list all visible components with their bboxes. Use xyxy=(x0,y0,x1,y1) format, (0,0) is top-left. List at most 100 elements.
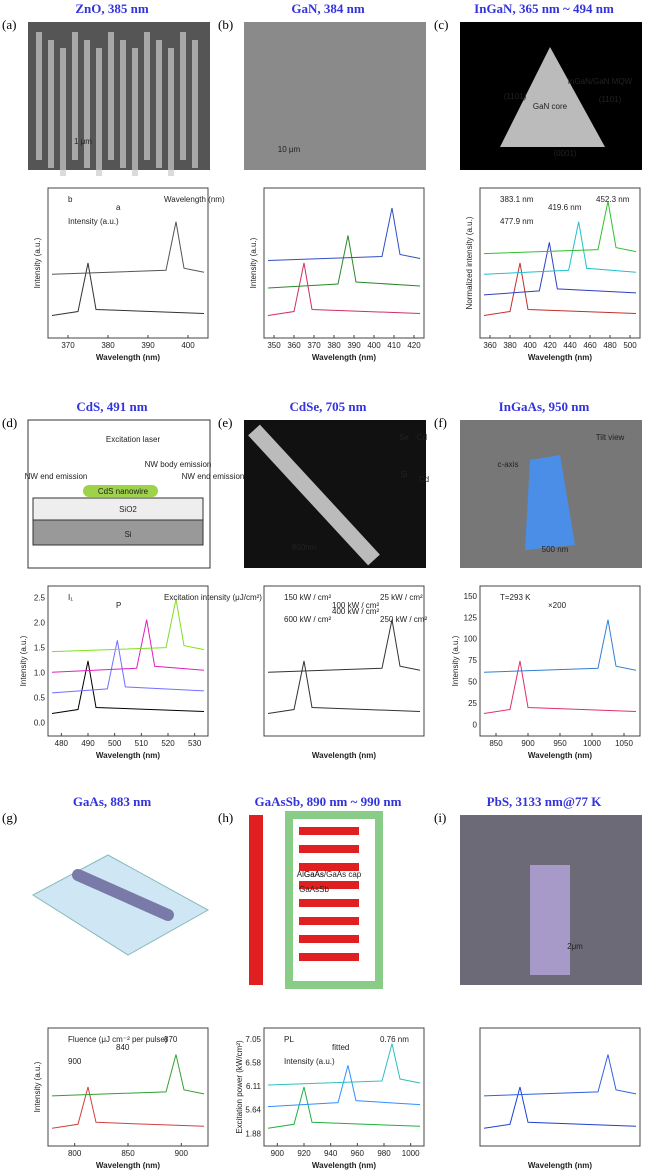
plot-annotation: 840 xyxy=(116,1043,130,1052)
x-tick-label: 900 xyxy=(521,739,535,748)
image-label: Excitation laser xyxy=(106,435,161,444)
image-label: SiO2 xyxy=(119,505,137,514)
nanorod xyxy=(144,32,150,160)
x-tick-label: 480 xyxy=(55,739,69,748)
image-label: GaAsSb xyxy=(299,885,329,894)
spectrum xyxy=(267,235,421,289)
y-axis-label: Normalized intensity (a.u.) xyxy=(465,216,474,309)
plot-annotation: PL xyxy=(284,1035,294,1044)
y-tick-label: 7.05 xyxy=(245,1035,261,1044)
band xyxy=(299,935,359,943)
y-tick-label: 150 xyxy=(464,592,478,601)
plot-annotation: 250 kW / cm² xyxy=(380,615,427,624)
nanorod xyxy=(108,32,114,160)
band xyxy=(299,827,359,835)
spectrum xyxy=(483,1086,637,1129)
x-tick-label: 530 xyxy=(188,739,202,748)
pillar xyxy=(525,455,575,550)
plot-annotation: 452.3 nm xyxy=(596,195,630,204)
plot-annotation: a xyxy=(116,203,121,212)
x-axis-label: Wavelength (nm) xyxy=(528,353,592,362)
x-tick-label: 1000 xyxy=(402,1149,420,1158)
spectrum xyxy=(483,262,637,316)
panel-title: GaAsSb, 890 nm ~ 990 nm xyxy=(255,794,402,809)
nanorod xyxy=(156,40,162,168)
nanowire xyxy=(83,485,158,497)
y-axis-label: Intensity (a.u.) xyxy=(33,1061,42,1112)
wire xyxy=(249,815,263,985)
sio2 xyxy=(32,497,204,521)
y-tick-label: 25 xyxy=(468,699,477,708)
image-label: (1101) xyxy=(504,92,527,101)
plot-annotation: Intensity (a.u.) xyxy=(68,217,119,226)
plot-frame xyxy=(47,585,209,737)
x-tick-label: 360 xyxy=(483,341,497,350)
x-tick-label: 960 xyxy=(351,1149,365,1158)
spectrum xyxy=(483,242,637,296)
band xyxy=(299,863,359,871)
y-tick-label: 1.5 xyxy=(34,644,46,653)
y-tick-label: 1.0 xyxy=(34,669,46,678)
spectrum xyxy=(483,1054,637,1097)
plot-annotation: 400 kW / cm² xyxy=(332,607,379,616)
x-axis-label: Wavelength (nm) xyxy=(96,353,160,362)
y-axis-label: Intensity (a.u.) xyxy=(451,635,460,686)
image-label: GaAs xyxy=(304,870,324,879)
triangle xyxy=(500,47,605,147)
panel-label: (h) xyxy=(218,810,233,825)
spectrum xyxy=(267,262,421,316)
panel-image xyxy=(28,22,210,170)
image-label: 2μm xyxy=(567,942,583,951)
x-tick-label: 360 xyxy=(287,341,301,350)
x-tick-label: 370 xyxy=(61,341,75,350)
image-label: (1101) xyxy=(599,95,622,104)
y-tick-label: 2.5 xyxy=(34,594,46,603)
spectrum xyxy=(267,207,421,261)
nanorod xyxy=(48,40,54,168)
x-tick-label: 460 xyxy=(583,341,597,350)
x-tick-label: 420 xyxy=(407,341,421,350)
plot-annotation: 477.9 nm xyxy=(500,217,534,226)
x-tick-label: 800 xyxy=(68,1149,82,1158)
spectrum xyxy=(51,221,205,275)
nanorod xyxy=(180,32,186,160)
panel-label: (i) xyxy=(434,810,446,825)
plot-annotation: b xyxy=(68,195,73,204)
image-label: c-axis xyxy=(498,460,519,469)
pillar xyxy=(530,865,570,975)
image-label: Cd xyxy=(419,475,429,484)
nanorod xyxy=(120,40,126,168)
x-tick-label: 400 xyxy=(523,341,537,350)
plot-annotation: 383.1 nm xyxy=(500,195,534,204)
image-label: Cd xyxy=(417,433,427,442)
plot-annotation: T=293 K xyxy=(500,593,531,602)
plot-annotation: 0.76 nm xyxy=(380,1035,409,1044)
x-tick-label: 1050 xyxy=(615,739,633,748)
nanorod xyxy=(84,40,90,168)
y-tick-label: 0.5 xyxy=(34,694,46,703)
nanorod xyxy=(36,32,42,160)
plot-annotation: 150 kW / cm² xyxy=(284,593,331,602)
plot-frame xyxy=(263,1027,425,1147)
nanorod xyxy=(72,32,78,160)
spectrum xyxy=(267,619,421,673)
si xyxy=(32,519,204,546)
panel-title: CdSe, 705 nm xyxy=(290,399,367,414)
shell xyxy=(285,811,383,989)
spectrum xyxy=(51,262,205,316)
x-tick-label: 1000 xyxy=(583,739,601,748)
image-label: AlGaAs/GaAs cap xyxy=(297,870,362,879)
x-axis-label: Wavelength (nm) xyxy=(528,751,592,760)
y-tick-label: 5.64 xyxy=(245,1106,261,1115)
y-tick-label: 75 xyxy=(468,656,477,665)
spectrum xyxy=(267,1043,421,1086)
panel-label: (c) xyxy=(434,17,448,32)
y-tick-label: 2.0 xyxy=(34,619,46,628)
x-axis-label: Wavelength (nm) xyxy=(312,353,376,362)
nanowire xyxy=(248,424,380,566)
image-label: Si xyxy=(124,530,131,539)
y-axis-label: Intensity (a.u.) xyxy=(33,237,42,288)
plot-frame xyxy=(47,187,209,339)
x-tick-label: 500 xyxy=(623,341,637,350)
nanorod xyxy=(60,48,66,176)
